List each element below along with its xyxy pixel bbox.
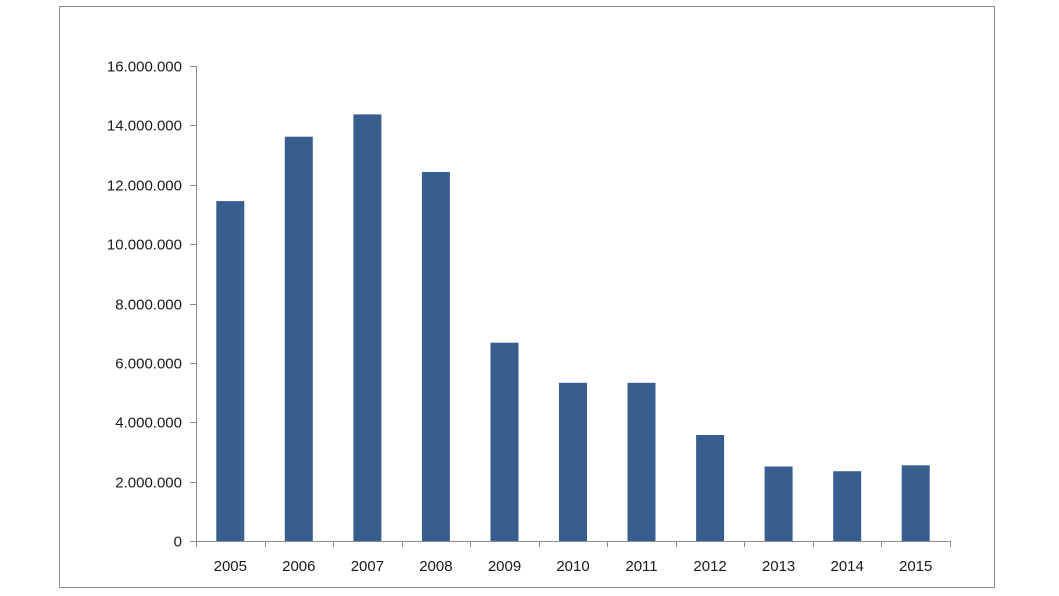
x-tick-label: 2009 <box>488 558 521 575</box>
x-tick-label: 2013 <box>762 558 795 575</box>
bar-2015 <box>901 465 930 541</box>
y-tick-label: 14.000.000 <box>107 118 182 135</box>
x-tick-label: 2014 <box>831 558 864 575</box>
y-axis-ticks: 0 2.000.000 4.000.000 6.000.000 8.000.000 10.… <box>107 59 196 551</box>
bar-2005 <box>216 201 245 541</box>
chart-frame: 0 2.000.000 4.000.000 6.000.000 8.000.000 10.… <box>59 6 995 588</box>
bar-2014 <box>833 471 862 541</box>
x-axis-ticks: 2005 2006 2007 2008 2009 2010 2011 2012 2013 2014… <box>196 541 951 575</box>
y-tick-label: 10.000.000 <box>107 237 182 254</box>
bar-2008 <box>421 172 450 541</box>
y-tick-label: 2.000.000 <box>115 475 182 492</box>
bars <box>216 114 930 542</box>
x-tick-label: 2012 <box>693 558 726 575</box>
y-tick-label: 12.000.000 <box>107 178 182 195</box>
x-tick-label: 2005 <box>214 558 247 575</box>
bar-2010 <box>559 382 587 541</box>
x-tick-label: 2015 <box>899 558 932 575</box>
bar-2013 <box>764 466 793 541</box>
x-tick-label: 2007 <box>351 558 384 575</box>
y-tick-label: 0 <box>174 534 182 551</box>
x-tick-label: 2006 <box>282 558 315 575</box>
bar-chart: 0 2.000.000 4.000.000 6.000.000 8.000.000 10.… <box>107 59 951 575</box>
bar-2009 <box>490 342 519 541</box>
x-tick-label: 2010 <box>556 558 589 575</box>
bar-2011 <box>627 382 656 541</box>
bar-2007 <box>353 114 382 542</box>
y-tick-label: 6.000.000 <box>115 356 182 373</box>
y-tick-label: 8.000.000 <box>115 297 182 314</box>
y-tick-label: 4.000.000 <box>115 415 182 432</box>
bar-2006 <box>284 136 313 541</box>
bar-2012 <box>696 435 725 541</box>
x-tick-label: 2011 <box>625 558 657 575</box>
x-tick-label: 2008 <box>419 558 452 575</box>
y-tick-label: 16.000.000 <box>107 59 182 76</box>
